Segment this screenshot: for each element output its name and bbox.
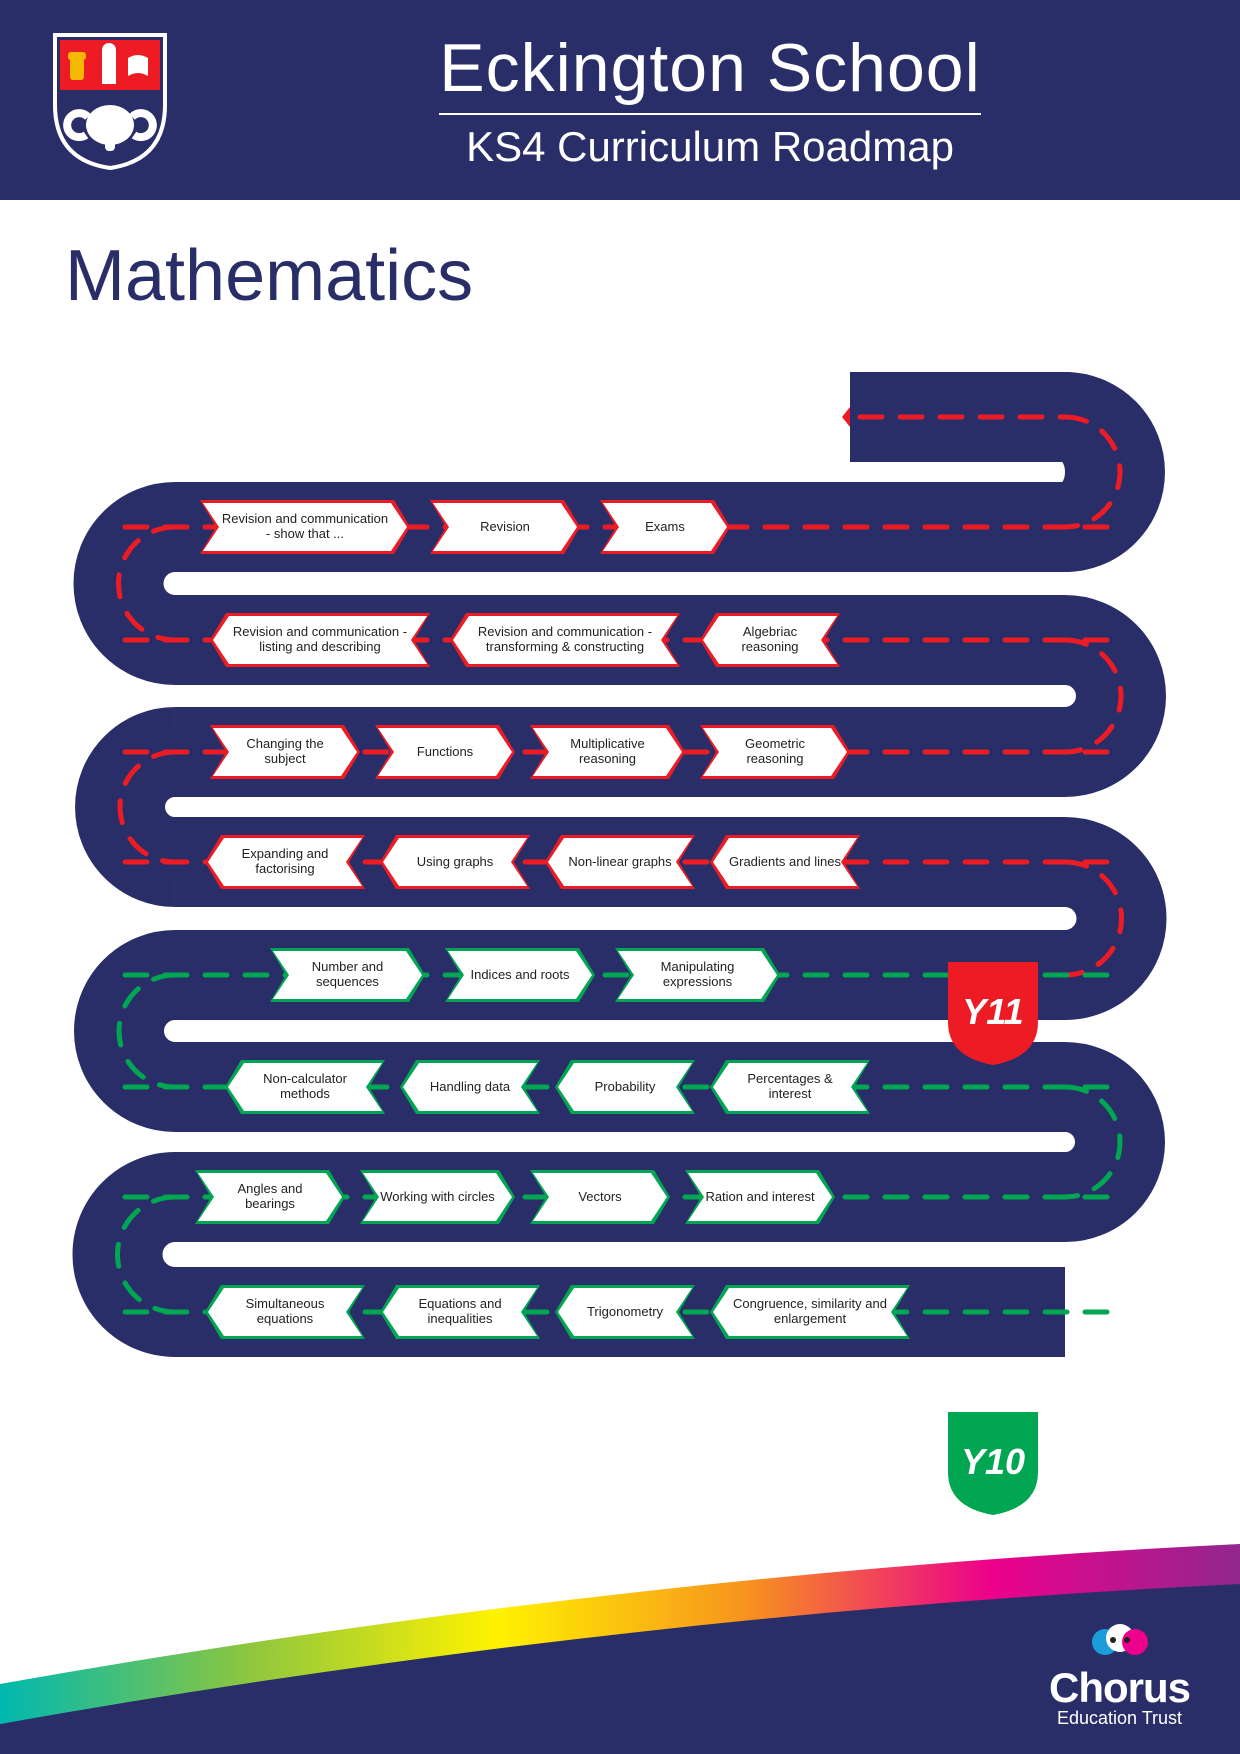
topic-box-border: Manipulating expressions — [615, 948, 780, 1002]
topic-label: Trigonometry — [558, 1288, 692, 1336]
topic-label: Handling data — [403, 1063, 537, 1111]
topic-label: Revision — [433, 503, 577, 551]
topic-label: Expanding and factorising — [208, 838, 362, 886]
topic-label: Exams — [603, 503, 727, 551]
topic-label: Working with circles — [363, 1173, 512, 1221]
topic-box-border: Geometric reasoning — [700, 725, 850, 779]
topic-box-border: Algebriac reasoning — [700, 613, 840, 667]
topic-box-border: Revision — [430, 500, 580, 554]
topic-label: Equations and inequalities — [383, 1288, 537, 1336]
topic-box-border: Congruence, similarity and enlargement — [710, 1285, 910, 1339]
topic-label: Congruence, similarity and enlargement — [713, 1288, 907, 1336]
topic-box-border: Revision and communication - show that .… — [200, 500, 410, 554]
topic-box-border: Non-linear graphs — [545, 835, 695, 889]
chorus-icon — [1090, 1620, 1150, 1660]
topic-label: Indices and roots — [448, 951, 592, 999]
topic-box-border: Vectors — [530, 1170, 670, 1224]
topic-box-border: Working with circles — [360, 1170, 515, 1224]
year-11-badge: Y11 — [943, 957, 1043, 1067]
topic-box-border: Non-calculator methods — [225, 1060, 385, 1114]
topic-label: Gradients and lines — [713, 838, 857, 886]
topic-label: Ration and interest — [688, 1173, 832, 1221]
topic-box-border: Expanding and factorising — [205, 835, 365, 889]
topic-box-border: Equations and inequalities — [380, 1285, 540, 1339]
topic-box-border: Number and sequences — [270, 948, 425, 1002]
topic-box-border: Gradients and lines — [710, 835, 860, 889]
topic-box-border: Probability — [555, 1060, 695, 1114]
topic-box-border: Multiplicative reasoning — [530, 725, 685, 779]
topic-label: Revision and communication - listing and… — [213, 616, 427, 664]
topic-label: Probability — [558, 1063, 692, 1111]
school-name: Eckington School — [439, 29, 980, 115]
topic-label: Algebriac reasoning — [703, 616, 837, 664]
topic-box-border: Simultaneous equations — [205, 1285, 365, 1339]
topic-box-border: Revision and communication - transformin… — [450, 613, 680, 667]
topic-box-border: Ration and interest — [685, 1170, 835, 1224]
chorus-logo: Chorus Education Trust — [1049, 1620, 1190, 1729]
topic-box-border: Exams — [600, 500, 730, 554]
topic-label: Number and sequences — [273, 951, 422, 999]
roadmap-diagram: Revision and communication - show that .… — [0, 327, 1240, 1607]
chorus-wordmark: Chorus — [1049, 1664, 1190, 1712]
topic-label: Geometric reasoning — [703, 728, 847, 776]
topic-box-border: Using graphs — [380, 835, 530, 889]
topic-label: Manipulating expressions — [618, 951, 777, 999]
year-10-badge: Y10 — [943, 1407, 1043, 1517]
topic-label: Revision and communication - transformin… — [453, 616, 677, 664]
topic-box-border: Changing the subject — [210, 725, 360, 779]
topic-label: Functions — [378, 728, 512, 776]
topic-label: Changing the subject — [213, 728, 357, 776]
topic-box-border: Angles and bearings — [195, 1170, 345, 1224]
topic-box-border: Revision and communication - listing and… — [210, 613, 430, 667]
topic-label: Angles and bearings — [198, 1173, 342, 1221]
topic-label: Simultaneous equations — [208, 1288, 362, 1336]
topic-label: Multiplicative reasoning — [533, 728, 682, 776]
subject-title: Mathematics — [0, 200, 1240, 327]
topic-label: Revision and communication - show that .… — [203, 503, 407, 551]
topic-label: Non-linear graphs — [548, 838, 692, 886]
topic-box-border: Trigonometry — [555, 1285, 695, 1339]
topic-label: Using graphs — [383, 838, 527, 886]
roadmap-subtitle: KS4 Curriculum Roadmap — [230, 123, 1190, 171]
topic-box-border: Handling data — [400, 1060, 540, 1114]
topic-label: Vectors — [533, 1173, 667, 1221]
topic-label: Non-calculator methods — [228, 1063, 382, 1111]
topic-box-border: Percentages & interest — [710, 1060, 870, 1114]
topic-box-border: Functions — [375, 725, 515, 779]
topic-box-border: Indices and roots — [445, 948, 595, 1002]
page-header: Eckington School KS4 Curriculum Roadmap — [0, 0, 1240, 200]
topic-label: Percentages & interest — [713, 1063, 867, 1111]
school-crest-icon — [50, 30, 170, 170]
chorus-subtitle: Education Trust — [1049, 1708, 1190, 1729]
